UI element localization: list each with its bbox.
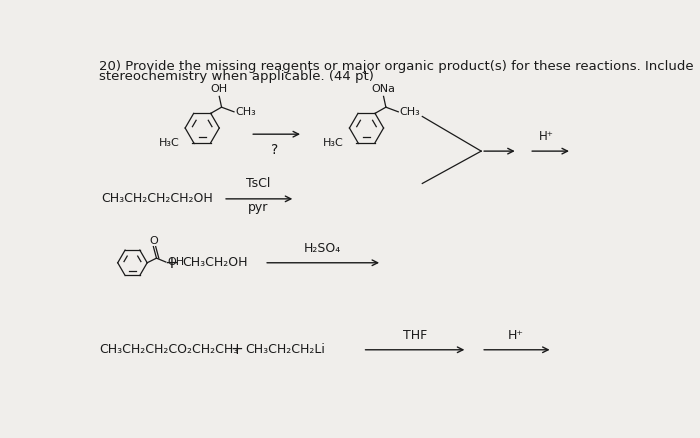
Text: H₃C: H₃C <box>159 138 180 148</box>
Text: H₃C: H₃C <box>323 138 344 148</box>
Text: THF: THF <box>403 329 428 342</box>
Text: H⁺: H⁺ <box>539 131 554 143</box>
Text: +: + <box>230 342 243 357</box>
Text: CH₃: CH₃ <box>400 107 421 117</box>
Text: TsCl: TsCl <box>246 177 270 191</box>
Text: CH₃: CH₃ <box>235 107 256 117</box>
Text: H₂SO₄: H₂SO₄ <box>304 242 341 255</box>
Text: CH₃CH₂CH₂CO₂CH₂CH₃: CH₃CH₂CH₂CO₂CH₂CH₃ <box>99 343 239 356</box>
Text: 20) Provide the missing reagents or major organic product(s) for these reactions: 20) Provide the missing reagents or majo… <box>99 60 694 73</box>
Text: ?: ? <box>272 143 279 157</box>
Text: ONa: ONa <box>372 84 396 94</box>
Text: H⁺: H⁺ <box>508 329 524 342</box>
Text: pyr: pyr <box>248 201 268 214</box>
Text: CH₃CH₂CH₂Li: CH₃CH₂CH₂Li <box>245 343 325 356</box>
Text: CH₃CH₂OH: CH₃CH₂OH <box>182 256 248 269</box>
Text: CH₃CH₂CH₂CH₂OH: CH₃CH₂CH₂CH₂OH <box>102 192 214 205</box>
Text: +: + <box>164 254 178 272</box>
Text: OH: OH <box>167 257 184 267</box>
Text: stereochemistry when applicable. (44 pt): stereochemistry when applicable. (44 pt) <box>99 70 374 83</box>
Text: O: O <box>150 236 158 246</box>
Text: OH: OH <box>211 84 228 94</box>
